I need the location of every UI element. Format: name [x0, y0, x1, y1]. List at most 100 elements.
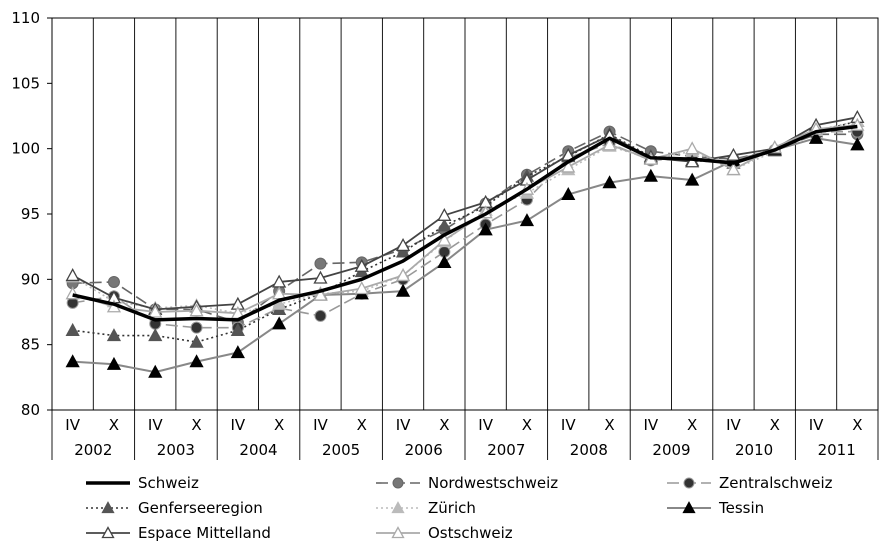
- data-point: [685, 172, 700, 186]
- data-point: [391, 501, 405, 514]
- data-point: [808, 130, 824, 144]
- data-point: [354, 281, 369, 295]
- data-point: [437, 207, 452, 221]
- y-tick-label: 80: [21, 401, 40, 419]
- data-point: [561, 159, 576, 173]
- legend-item: Nordwestschweiz: [376, 474, 558, 492]
- data-point: [101, 501, 115, 514]
- series-schweiz: [72, 124, 858, 322]
- x-tick-label: X: [439, 416, 449, 434]
- x-tick-label: IV: [396, 416, 411, 434]
- data-point: [682, 501, 696, 514]
- data-point: [850, 137, 865, 151]
- legend-label: Espace Mittelland: [138, 524, 271, 542]
- legend-item: Ostschweiz: [376, 524, 513, 542]
- data-point: [726, 147, 741, 161]
- data-point: [354, 258, 369, 272]
- data-point: [437, 218, 452, 232]
- data-point: [65, 322, 80, 336]
- x-tick-label: X: [604, 416, 614, 434]
- series-line: [72, 116, 858, 311]
- legend: Schweiz Nordwestschweiz Zentralschweiz Genf…: [86, 474, 833, 542]
- legend-label: Schweiz: [138, 474, 199, 492]
- x-axis: IV X IV X IV X IV X IV X IV X IV X IV X IV X IV X 2002 2003 20…: [65, 416, 862, 459]
- x-year-label: 2006: [405, 441, 443, 459]
- data-point: [65, 268, 80, 282]
- gridlines: [51, 18, 879, 460]
- x-tick-label: IV: [561, 416, 576, 434]
- data-point: [685, 154, 700, 168]
- x-tick-label: IV: [65, 416, 80, 434]
- data-point: [106, 356, 122, 370]
- x-year-label: 2003: [157, 441, 195, 459]
- legend-item: Tessin: [667, 499, 764, 517]
- data-point: [395, 283, 411, 297]
- data-point: [106, 328, 122, 342]
- data-point: [148, 328, 163, 342]
- data-point: [685, 141, 700, 155]
- x-year-label: 2005: [322, 441, 360, 459]
- data-point: [148, 304, 163, 318]
- data-point: [189, 303, 204, 317]
- data-point: [314, 309, 327, 322]
- legend-item: Schweiz: [86, 474, 199, 492]
- x-tick-label: X: [852, 416, 862, 434]
- data-point: [395, 268, 411, 282]
- data-point: [65, 354, 80, 368]
- legend-item: Zürich: [376, 499, 476, 517]
- legend-label: Zentralschweiz: [719, 474, 833, 492]
- data-point: [478, 222, 493, 236]
- x-tick-label: X: [191, 416, 201, 434]
- data-point: [392, 477, 404, 489]
- data-point: [726, 162, 741, 176]
- data-point: [683, 477, 695, 489]
- data-point: [101, 526, 115, 539]
- y-tick-label: 95: [21, 205, 40, 223]
- x-tick-label: IV: [231, 416, 246, 434]
- x-year-label: 2004: [239, 441, 277, 459]
- data-point: [189, 334, 204, 348]
- data-point: [602, 175, 617, 189]
- y-tick-label: 90: [21, 270, 40, 288]
- legend-label: Zürich: [428, 499, 476, 517]
- x-tick-label: IV: [809, 416, 824, 434]
- data-point: [189, 354, 204, 368]
- x-tick-label: X: [109, 416, 119, 434]
- data-point: [602, 137, 617, 151]
- y-axis: 80 85 90 95 100 105 110: [11, 9, 52, 419]
- x-tick-label: X: [770, 416, 780, 434]
- x-year-label: 2010: [735, 441, 773, 459]
- legend-label: Genferseeregion: [138, 499, 263, 517]
- data-point: [314, 257, 327, 270]
- series-layer: [65, 109, 865, 378]
- legend-item: Genferseeregion: [86, 499, 263, 517]
- x-year-label: 2007: [487, 441, 525, 459]
- x-tick-label: X: [687, 416, 697, 434]
- data-point: [230, 322, 245, 336]
- x-tick-label: X: [357, 416, 367, 434]
- data-point: [395, 244, 411, 258]
- data-point: [313, 270, 328, 284]
- data-point: [272, 316, 287, 330]
- y-tick-label: 105: [11, 74, 40, 92]
- x-tick-label: IV: [478, 416, 493, 434]
- legend-item: Zentralschweiz: [667, 474, 833, 492]
- x-tick-label: IV: [644, 416, 659, 434]
- data-point: [148, 364, 163, 378]
- data-point: [395, 238, 411, 252]
- data-point: [107, 275, 120, 288]
- data-point: [391, 526, 405, 539]
- data-point: [561, 187, 576, 201]
- x-year-label: 2011: [818, 441, 856, 459]
- data-point: [230, 345, 245, 359]
- x-tick-label: IV: [726, 416, 741, 434]
- y-tick-label: 85: [21, 336, 40, 354]
- x-tick-label: IV: [313, 416, 328, 434]
- x-year-label: 2008: [570, 441, 608, 459]
- legend-label: Ostschweiz: [428, 524, 513, 542]
- data-point: [643, 168, 658, 182]
- data-point: [437, 232, 452, 246]
- data-point: [313, 287, 328, 301]
